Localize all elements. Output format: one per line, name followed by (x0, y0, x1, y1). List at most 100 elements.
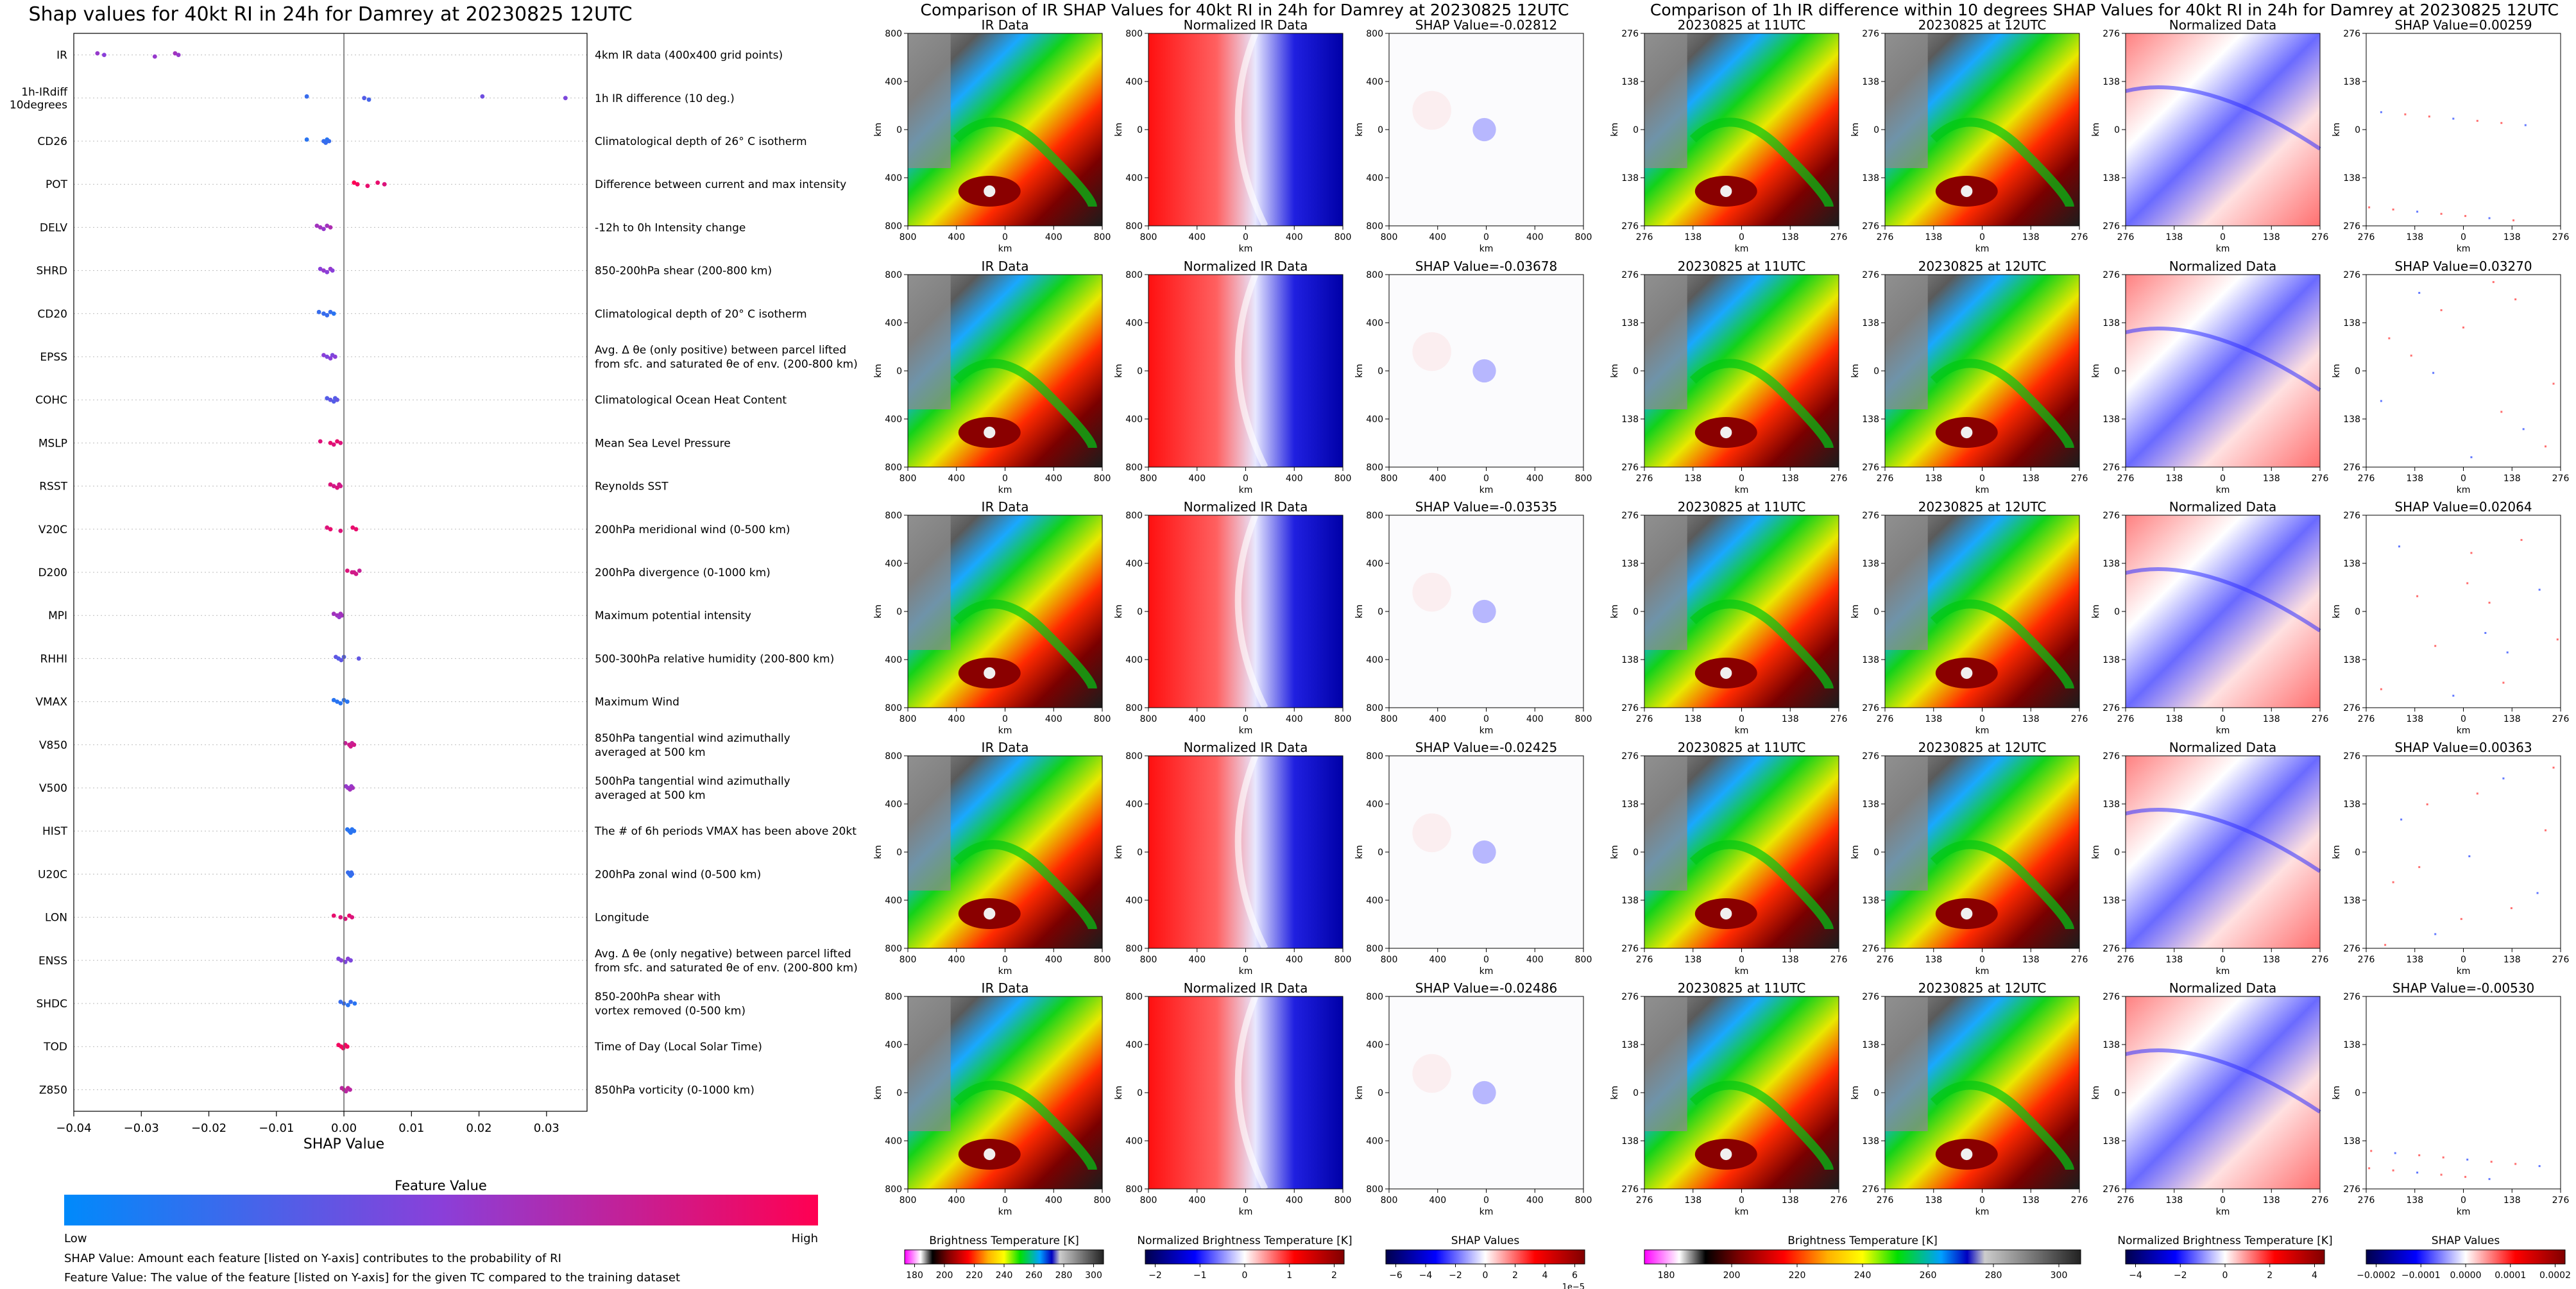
y-tick-label: 138 (2343, 77, 2360, 87)
feature-description: Maximum potential intensity (595, 610, 751, 622)
y-tick-label: 0 (896, 125, 902, 135)
land-area (908, 33, 951, 168)
x-tick-label: 138 (1684, 1195, 1702, 1206)
shap-point (357, 568, 362, 573)
shap-pixel (2440, 212, 2443, 215)
cloud-band (1930, 840, 2074, 930)
y-tick-label: 138 (2343, 414, 2360, 425)
panel-title: IR Data (982, 499, 1029, 515)
y-tick-label: 276 (1862, 511, 1879, 521)
land-area (1644, 33, 1687, 168)
x-tick-label: 0 (2220, 714, 2226, 724)
shap-pixel (2476, 792, 2478, 795)
x-tick-label: 138 (1925, 232, 1942, 243)
shap-point (362, 96, 367, 101)
shap-pixel (2524, 124, 2527, 126)
y-tick-label: 400 (1125, 414, 1143, 425)
colorbar-high-label: High (792, 1232, 818, 1245)
x-tick-label: 138 (2165, 474, 2183, 484)
y-tick-label: 138 (1862, 799, 1879, 810)
shap-pixel (2392, 1169, 2394, 1172)
y-tick-label: 800 (885, 511, 902, 521)
x-tick-label: 138 (2263, 232, 2280, 243)
image-panel (1644, 33, 1839, 226)
shap-point (328, 482, 333, 487)
diff-band (2125, 567, 2321, 633)
shap-pixel (2545, 829, 2547, 832)
x-tick-label: 800 (1381, 474, 1398, 484)
x-tick-label: 800 (1575, 232, 1592, 243)
shap-summary-chart: Shap values for 40kt RI in 24h for Damre… (10, 3, 858, 1285)
y-tick-label: 276 (1862, 703, 1879, 713)
y-tick-label: 138 (2103, 1136, 2120, 1147)
x-tick-label: 800 (1575, 474, 1592, 484)
shap-pixel (2510, 907, 2512, 909)
x-tick-label: 400 (1429, 1195, 1446, 1206)
land-area (1885, 515, 1928, 650)
feature-description: 200hPa divergence (0-1000 km) (595, 567, 771, 579)
y-tick-label: 400 (1125, 77, 1143, 87)
shap-point (345, 1003, 350, 1007)
feature-label: V20C (38, 524, 67, 536)
y-axis-label: km (1114, 845, 1124, 859)
shap-hotspot (1472, 117, 1496, 142)
image-panel (1388, 755, 1584, 949)
image-panel (2125, 996, 2321, 1190)
colorbar-tick-label: 4 (2312, 1270, 2317, 1281)
shap-pixel (2452, 694, 2455, 697)
y-tick-label: 800 (1125, 1184, 1143, 1195)
y-axis-label: km (2091, 364, 2101, 378)
x-tick-label: 138 (2022, 714, 2040, 724)
y-tick-label: 276 (1621, 463, 1639, 473)
image-panel (907, 274, 1103, 468)
x-tick-label: 276 (1830, 955, 1848, 965)
colorbar-tick-label: −6 (1389, 1270, 1403, 1281)
feature-description: Time of Day (Local Solar Time) (594, 1041, 762, 1054)
image-panel (2366, 515, 2561, 708)
y-tick-label: 400 (1366, 1040, 1383, 1050)
x-tick-label: 400 (1429, 714, 1446, 724)
y-tick-label: 800 (1366, 221, 1383, 232)
y-tick-label: 400 (1125, 559, 1143, 569)
y-tick-label: 138 (1621, 896, 1639, 906)
land-area (908, 515, 951, 650)
y-tick-label: 138 (1621, 1040, 1639, 1050)
shap-point (480, 94, 485, 99)
x-tick-label: 800 (1335, 474, 1352, 484)
shap-pixel (2416, 210, 2419, 213)
x-tick-label: 400 (1526, 1195, 1544, 1206)
image-panel (1884, 33, 2080, 226)
feature-description: Difference between current and max inten… (595, 178, 846, 191)
x-tick-label: 0 (1483, 232, 1489, 243)
panel-title: SHAP Value=-0.02425 (1415, 740, 1557, 755)
x-axis-label: km (2457, 244, 2471, 254)
x-tick-label: 0 (1483, 474, 1489, 484)
y-tick-label: 276 (1621, 992, 1639, 1002)
y-tick-label: 800 (1366, 1184, 1383, 1195)
y-tick-label: 800 (1366, 944, 1383, 954)
y-tick-label: 276 (1621, 29, 1639, 39)
shap-pixel (2538, 1165, 2541, 1167)
x-tick-label: 0 (2461, 232, 2466, 243)
y-tick-label: 400 (1366, 77, 1383, 87)
y-tick-label: 800 (885, 270, 902, 280)
panel-title: 20230825 at 11UTC (1678, 259, 1806, 274)
panel-title: SHAP Value=0.02064 (2394, 499, 2532, 515)
x-tick-label: 0 (2461, 1195, 2466, 1206)
y-tick-label: 400 (1125, 318, 1143, 329)
x-tick-label: 276 (2552, 1195, 2570, 1206)
feature-description: Maximum Wind (595, 696, 679, 709)
y-tick-label: 400 (1366, 799, 1383, 810)
panel-title: 20230825 at 12UTC (1918, 980, 2047, 996)
x-tick-label: 276 (2071, 955, 2088, 965)
y-tick-label: 138 (2343, 1040, 2360, 1050)
x-tick-label: 276 (1830, 474, 1848, 484)
shap-point (325, 354, 330, 359)
storm-eye (984, 1148, 996, 1161)
y-tick-label: 0 (2114, 366, 2120, 377)
shap-pixel (2468, 855, 2471, 858)
y-tick-label: 0 (896, 1088, 902, 1098)
y-tick-label: 276 (2343, 221, 2360, 232)
shap-point (331, 611, 336, 617)
diff-band (2125, 808, 2321, 873)
